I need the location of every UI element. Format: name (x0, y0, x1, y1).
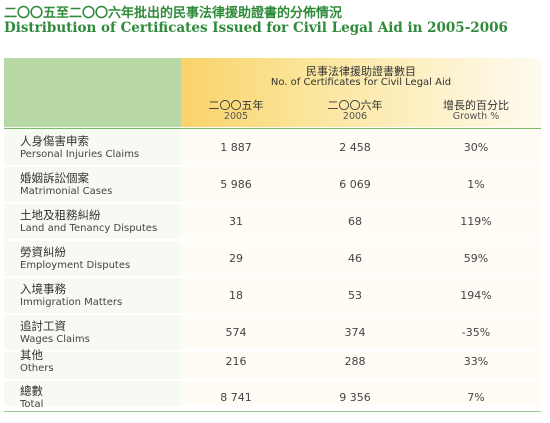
table-row: 勞資糾紛 Employment Disputes 29 46 59% (0, 241, 550, 277)
cell-growth: 119% (460, 215, 492, 228)
cell-growth: -35% (461, 326, 491, 339)
table-row: 入境事務 Immigration Matters 18 53 194% (0, 278, 550, 314)
cell-2005: 31 (229, 215, 243, 228)
row-label-english: Total (20, 399, 44, 410)
column-header-2005-chinese: 二〇〇五年 (208, 99, 264, 112)
row-label-english: Wages Claims (20, 334, 90, 345)
column-header-2006-chinese: 二〇〇六年 (327, 99, 383, 112)
title-english: Distribution of Certificates Issued for … (4, 20, 508, 36)
header-rule (4, 128, 541, 129)
row-separator (4, 165, 541, 167)
row-label-chinese: 入境事務 (20, 282, 66, 296)
table-row: 婚姻訴訟個案 Matrimonial Cases 5 986 6 069 1% (0, 167, 550, 203)
category-header-cell (4, 58, 181, 127)
row-separator (4, 202, 541, 204)
row-label-english: Others (20, 363, 54, 374)
table-row: 追討工資 Wages Claims 574 374 -35% (0, 315, 550, 351)
cell-2005: 8 741 (220, 391, 252, 404)
cell-2006: 288 (344, 355, 366, 368)
row-label-chinese: 婚姻訴訟個案 (20, 171, 89, 185)
row-label-english: Land and Tenancy Disputes (20, 223, 158, 234)
cell-growth: 194% (460, 289, 492, 302)
table-row: 人身傷害申索 Personal Injuries Claims 1 887 2 … (0, 130, 550, 166)
row-label-chinese: 土地及租務糾紛 (20, 208, 101, 222)
cell-2006: 6 069 (339, 178, 371, 191)
cell-2005: 1 887 (220, 141, 252, 154)
row-label-english: Matrimonial Cases (20, 186, 113, 197)
column-header-2006-english: 2006 (342, 111, 368, 122)
data-header-background (181, 58, 541, 127)
cell-2006: 68 (348, 215, 362, 228)
table-row: 土地及租務糾紛 Land and Tenancy Disputes 31 68 … (0, 204, 550, 240)
row-label-english: Personal Injuries Claims (20, 149, 140, 160)
row-label-chinese: 其他 (20, 348, 43, 362)
group-header-english: No. of Certificates for Civil Legal Aid (270, 77, 452, 88)
column-header-growth-english: Growth % (452, 111, 500, 122)
cell-2005: 574 (225, 326, 247, 339)
cell-2006: 46 (348, 252, 362, 265)
cell-growth: 33% (463, 355, 489, 368)
bottom-rule (4, 411, 541, 412)
cell-2006: 9 356 (339, 391, 371, 404)
row-label-english: Employment Disputes (20, 260, 131, 271)
cell-2006: 374 (344, 326, 366, 339)
cell-2005: 18 (229, 289, 243, 302)
cell-2006: 2 458 (339, 141, 371, 154)
data-area-background (181, 127, 541, 406)
row-label-english: Immigration Matters (20, 297, 123, 308)
table-row-total: 總數 Total 8 741 9 356 7% (0, 380, 550, 416)
cell-growth: 1% (467, 178, 485, 191)
table-row: 其他 Others 216 288 33% (0, 344, 550, 380)
cell-2005: 216 (225, 355, 247, 368)
title-chinese: 二〇〇五至二〇〇六年批出的民事法律援助證書的分佈情況 (4, 6, 343, 21)
cell-growth: 7% (467, 391, 485, 404)
column-header-2005-english: 2005 (223, 111, 249, 122)
cell-2005: 5 986 (220, 178, 252, 191)
cell-growth: 30% (463, 141, 489, 154)
cell-2006: 53 (348, 289, 362, 302)
cell-growth: 59% (463, 252, 489, 265)
row-separator (4, 239, 541, 241)
row-separator (4, 379, 541, 381)
row-label-chinese: 總數 (20, 384, 43, 398)
row-separator (4, 350, 541, 352)
column-header-growth-chinese: 增長的百分比 (443, 99, 509, 112)
row-separator (4, 276, 541, 278)
row-label-chinese: 人身傷害申索 (20, 134, 89, 148)
cell-2005: 29 (229, 252, 243, 265)
row-label-chinese: 勞資糾紛 (20, 245, 66, 259)
row-separator (4, 313, 541, 315)
group-header-chinese: 民事法律援助證書數目 (306, 65, 416, 78)
row-label-chinese: 追討工資 (20, 319, 66, 333)
